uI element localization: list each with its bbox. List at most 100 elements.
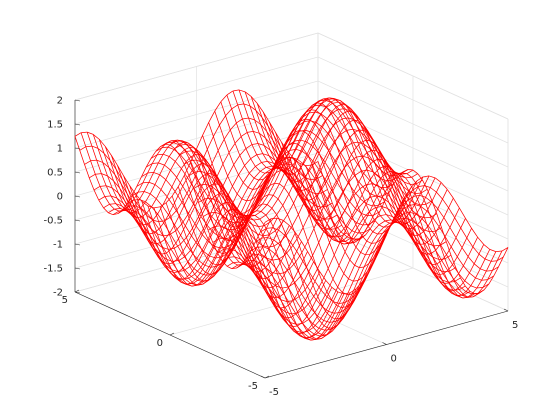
mesh-segment	[332, 118, 339, 126]
mesh-segment	[303, 308, 309, 320]
mesh-segment	[207, 226, 215, 240]
mesh-segment	[416, 176, 424, 182]
mesh-segment	[384, 191, 390, 202]
mesh-segment	[300, 300, 306, 309]
mesh-segment	[261, 178, 268, 185]
mesh-segment	[290, 322, 296, 331]
mesh-segment	[315, 299, 323, 307]
mesh-segment	[395, 181, 401, 195]
mesh-segment	[437, 198, 443, 210]
mesh-segment	[352, 207, 359, 218]
mesh-segment	[385, 173, 392, 177]
mesh-segment	[429, 230, 436, 233]
z-tick-label: 0.5	[47, 168, 63, 179]
mesh-segment	[397, 202, 405, 213]
mesh-segment	[260, 204, 268, 212]
mesh-segment	[234, 136, 242, 144]
mesh-segment	[287, 151, 293, 166]
mesh-segment	[321, 296, 328, 307]
mesh-segment	[339, 153, 345, 169]
mesh-segment	[329, 228, 336, 230]
mesh-segment	[234, 225, 240, 228]
mesh-segment	[379, 236, 385, 246]
mesh-segment	[340, 143, 346, 153]
mesh-segment	[348, 119, 354, 123]
mesh-segment	[233, 155, 241, 165]
mesh-segment	[134, 199, 140, 214]
mesh-segment	[171, 195, 178, 211]
mesh-segment	[338, 265, 345, 274]
mesh-segment	[254, 271, 261, 283]
mesh-segment	[365, 184, 372, 198]
mesh-segment	[339, 314, 345, 319]
mesh-segment	[308, 123, 315, 135]
mesh-segment	[425, 257, 431, 268]
mesh-segment	[380, 178, 387, 182]
mesh-segment	[473, 292, 479, 297]
mesh-segment	[285, 311, 291, 323]
mesh-segment	[171, 186, 179, 197]
mesh-segment	[377, 240, 384, 251]
mesh-segment	[278, 229, 285, 236]
mesh-segment	[306, 255, 313, 268]
mesh-segment	[256, 103, 264, 113]
mesh-segment	[370, 185, 377, 195]
mesh-segment	[237, 229, 243, 237]
mesh-segment	[327, 174, 333, 189]
mesh-segment	[186, 237, 192, 250]
mesh-segment	[238, 261, 245, 265]
mesh-segment	[129, 185, 135, 200]
mesh-segment	[304, 170, 310, 178]
mesh-segment	[113, 180, 120, 189]
mesh-segment	[430, 187, 437, 193]
mesh-segment	[253, 177, 259, 181]
mesh-segment	[84, 164, 90, 178]
mesh-segment	[251, 202, 258, 213]
mesh-segment	[404, 208, 412, 218]
mesh-segment	[132, 203, 139, 218]
mesh-segment	[303, 301, 311, 310]
mesh-segment	[416, 179, 423, 185]
mesh-segment	[240, 132, 248, 137]
mesh-segment	[346, 281, 354, 295]
mesh-segment	[248, 237, 255, 247]
z-tick-label: -1	[53, 240, 63, 251]
mesh-segment	[469, 263, 475, 274]
mesh-segment	[172, 195, 179, 206]
mesh-segment	[199, 190, 205, 199]
y-tick-mark	[169, 332, 175, 336]
mesh-segment	[275, 286, 282, 300]
mesh-segment	[390, 219, 396, 223]
mesh-segment	[302, 319, 309, 324]
mesh-segment	[144, 191, 151, 195]
mesh-segment	[293, 125, 299, 136]
mesh-segment	[481, 279, 488, 281]
mesh-segment	[417, 173, 423, 181]
mesh-segment	[156, 147, 163, 156]
mesh-segment	[223, 139, 230, 153]
mesh-segment	[421, 238, 429, 244]
mesh-segment	[266, 131, 274, 141]
mesh-segment	[333, 323, 339, 328]
mesh-segment	[259, 222, 266, 233]
mesh-segment	[214, 111, 220, 126]
mesh-segment	[392, 174, 398, 181]
mesh-segment	[358, 130, 366, 137]
mesh-segment	[231, 267, 237, 270]
mesh-segment	[204, 197, 211, 200]
mesh-segment	[240, 136, 247, 149]
mesh-segment	[430, 177, 436, 188]
mesh-segment	[254, 211, 262, 216]
mesh-segment	[419, 185, 425, 196]
mesh-segment	[92, 134, 99, 149]
mesh-segment	[289, 303, 297, 315]
mesh-segment	[297, 214, 304, 228]
mesh-segment	[97, 148, 105, 154]
mesh-segment	[406, 173, 412, 178]
mesh-segment	[328, 318, 336, 329]
mesh-segment	[300, 266, 307, 277]
mesh-segment	[381, 206, 388, 209]
mesh-segment	[238, 165, 245, 176]
mesh-segment	[337, 113, 344, 119]
mesh-segment	[352, 111, 358, 116]
